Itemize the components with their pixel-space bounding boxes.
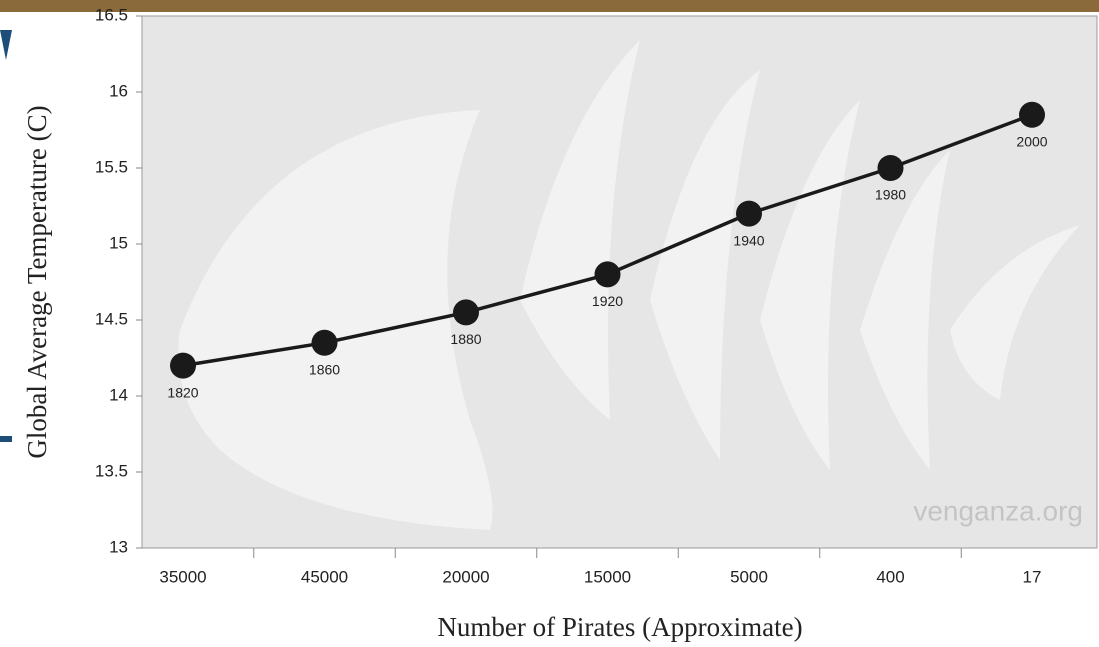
y-tick-label: 14.5 bbox=[95, 309, 128, 328]
data-point bbox=[1019, 101, 1045, 128]
x-tick-label: 5000 bbox=[730, 567, 768, 586]
point-label: 1920 bbox=[592, 293, 623, 309]
data-point bbox=[170, 352, 196, 379]
y-tick-label: 13.5 bbox=[95, 461, 128, 480]
point-label: 1940 bbox=[733, 232, 764, 248]
y-axis-title: Global Average Temperature (C) bbox=[22, 105, 52, 458]
y-tick-label: 16.5 bbox=[95, 5, 128, 24]
edge-fragment bbox=[0, 30, 12, 60]
top-strip bbox=[0, 0, 1099, 12]
y-tick-label: 13 bbox=[109, 537, 128, 556]
y-tick-label: 14 bbox=[109, 385, 128, 404]
data-point bbox=[736, 200, 762, 227]
data-point bbox=[311, 329, 338, 356]
x-tick-label: 35000 bbox=[159, 567, 206, 586]
y-tick-label: 15.5 bbox=[95, 157, 128, 176]
data-point bbox=[594, 261, 621, 288]
x-axis-title: Number of Pirates (Approximate) bbox=[437, 612, 802, 642]
data-point bbox=[453, 299, 479, 326]
point-label: 1820 bbox=[167, 384, 198, 400]
watermark: venganza.org bbox=[913, 495, 1083, 526]
point-label: 1980 bbox=[875, 187, 906, 203]
x-tick-label: 15000 bbox=[584, 567, 631, 586]
point-label: 1880 bbox=[450, 331, 481, 347]
point-label: 1860 bbox=[309, 362, 340, 378]
y-tick-label: 16 bbox=[109, 81, 128, 100]
data-point bbox=[877, 155, 904, 181]
point-label: 2000 bbox=[1016, 134, 1047, 150]
x-tick-label: 400 bbox=[876, 567, 904, 586]
y-tick-label: 15 bbox=[109, 233, 128, 252]
x-tick-label: 20000 bbox=[442, 567, 489, 586]
watermark-fish bbox=[178, 40, 1080, 530]
x-tick-label: 45000 bbox=[301, 567, 348, 586]
x-tick-label: 17 bbox=[1023, 567, 1042, 586]
edge-fragment bbox=[0, 436, 12, 442]
